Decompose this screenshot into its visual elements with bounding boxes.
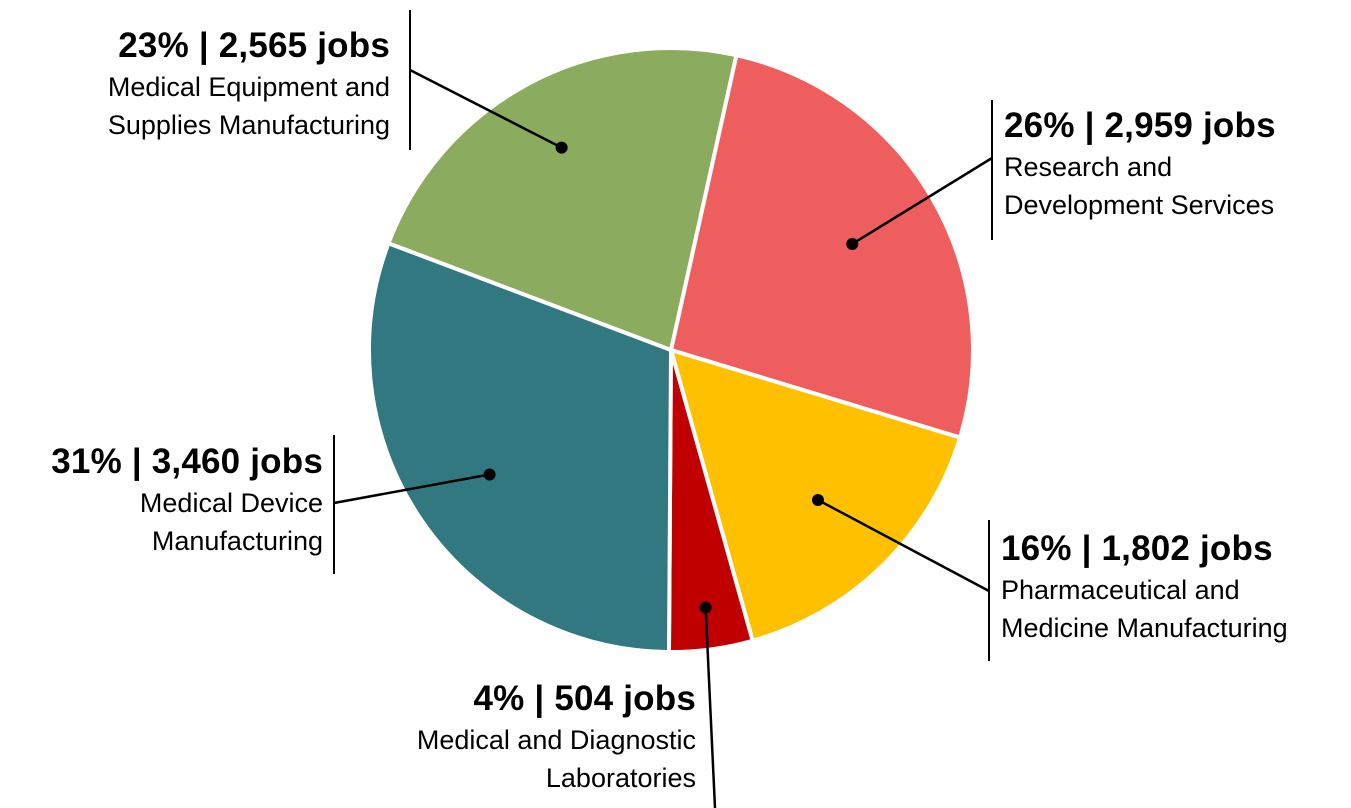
leader-line — [704, 607, 717, 808]
label-equipment: 23% | 2,565 jobs Medical Equipment and S… — [108, 26, 390, 144]
label-headline: 26% | 2,959 jobs — [1004, 106, 1276, 145]
label-description-line: Laboratories — [545, 763, 696, 793]
label-description: Medical and Diagnostic Laboratories — [417, 721, 696, 797]
leader-dot-research — [846, 237, 859, 250]
label-headline: 31% | 3,460 jobs — [51, 442, 323, 481]
label-description-line: Development Services — [1004, 190, 1275, 220]
label-description-line: Supplies Manufacturing — [107, 110, 390, 140]
label-pharma: 16% | 1,802 jobs Pharmaceutical and Medi… — [1001, 529, 1288, 647]
slice-device — [367, 241, 673, 654]
leader-line — [851, 156, 993, 246]
label-description-line: Medical and Diagnostic — [416, 725, 696, 755]
slice-equipment — [386, 46, 739, 352]
leader-line — [333, 473, 490, 505]
leader-line — [817, 498, 990, 593]
label-description-line: Research and — [1004, 152, 1173, 182]
label-headline: 16% | 1,802 jobs — [1001, 529, 1273, 568]
label-description: Research and Development Services — [1004, 148, 1276, 224]
leader-dot-device — [483, 468, 496, 481]
slice-research — [669, 53, 975, 440]
leader-lines — [333, 10, 993, 808]
label-headline: 23% | 2,565 jobs — [118, 26, 390, 65]
label-description-line: Pharmaceutical and — [1001, 575, 1240, 605]
label-description-line: Manufacturing — [151, 526, 323, 556]
label-description-line: Medical Equipment and — [107, 72, 390, 102]
leader-line — [409, 68, 563, 149]
label-description-line: Medical Device — [139, 488, 323, 518]
label-laboratories: 4% | 504 jobs Medical and Diagnostic Lab… — [417, 679, 696, 797]
label-description: Medical Equipment and Supplies Manufactu… — [108, 68, 390, 144]
leader-dot-equipment — [555, 141, 568, 154]
label-headline: 4% | 504 jobs — [473, 679, 696, 718]
label-research: 26% | 2,959 jobs Research and Developmen… — [1004, 106, 1276, 224]
label-device: 31% | 3,460 jobs Medical Device Manufact… — [51, 442, 323, 560]
label-description: Pharmaceutical and Medicine Manufacturin… — [1001, 571, 1288, 647]
pie-slices — [367, 46, 975, 654]
leader-dot-pharma — [811, 493, 824, 506]
leader-dot-laboratories — [699, 601, 712, 614]
label-description: Medical Device Manufacturing — [51, 484, 323, 560]
label-description-line: Medicine Manufacturing — [1001, 613, 1288, 643]
